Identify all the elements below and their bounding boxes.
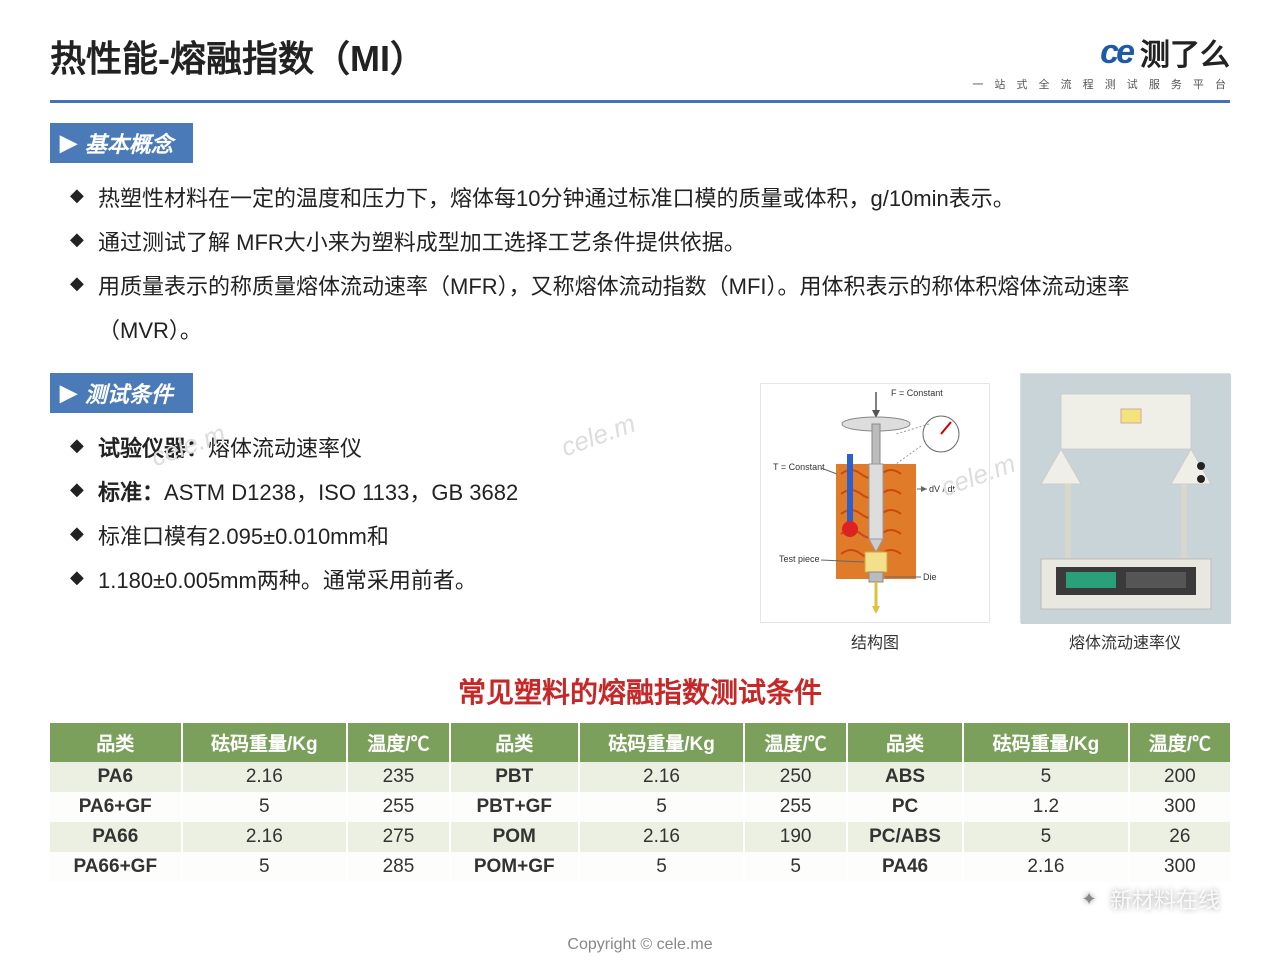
logo-subtitle: 一 站 式 全 流 程 测 试 服 务 平 台 [972, 76, 1230, 92]
table-cell: 5 [744, 852, 847, 882]
bullet: 试验仪器：熔体流动速率仪 [70, 427, 740, 471]
table-cell: 200 [1129, 762, 1230, 792]
table-cell: 2.16 [579, 822, 745, 852]
footer-copyright: Copyright © cele.me [0, 936, 1280, 954]
table-header-cell: 砝码重量/Kg [579, 723, 745, 762]
diagram-label-right: dV / dt [929, 484, 956, 494]
conditions-table: 品类砝码重量/Kg温度/℃品类砝码重量/Kg温度/℃品类砝码重量/Kg温度/℃ … [50, 723, 1230, 882]
table-cell: 190 [744, 822, 847, 852]
table-cell: ABS [847, 762, 963, 792]
diagram-label-left: T = Constant [773, 462, 825, 472]
triangle-icon: ▶ [60, 130, 77, 156]
table-header-cell: 温度/℃ [744, 723, 847, 762]
table-row: PA66+GF5285POM+GF55PA462.16300 [50, 852, 1230, 882]
diagram-caption: 结构图 [760, 629, 990, 653]
table-row: PA662.16275POM2.16190PC/ABS526 [50, 822, 1230, 852]
table-cell: POM+GF [450, 852, 579, 882]
table-cell: PC/ABS [847, 822, 963, 852]
table-cell: PBT [450, 762, 579, 792]
bullet: 通过测试了解 MFR大小来为塑料成型加工选择工艺条件提供依据。 [70, 221, 1230, 265]
table-cell: 5 [579, 792, 745, 822]
wechat-icon: ✦ [1074, 884, 1104, 914]
table-cell: 255 [347, 792, 450, 822]
bullet: 标准口模有2.095±0.010mm和 [70, 515, 740, 559]
diagram-label-sample: Test piece [779, 554, 820, 564]
table-cell: PA6+GF [50, 792, 182, 822]
table-header-cell: 品类 [847, 723, 963, 762]
photo-caption: 熔体流动速率仪 [1020, 629, 1230, 653]
bullet: 热塑性材料在一定的温度和压力下，熔体每10分钟通过标准口模的质量或体积，g/10… [70, 177, 1230, 221]
section2-tag: ▶ 测试条件 [50, 373, 193, 413]
logo-mark: ce [1100, 33, 1132, 72]
table-cell: 5 [963, 822, 1129, 852]
page-title: 热性能-熔融指数（MI） [50, 30, 426, 82]
table-header-row: 品类砝码重量/Kg温度/℃品类砝码重量/Kg温度/℃品类砝码重量/Kg温度/℃ [50, 723, 1230, 762]
table-cell: 2.16 [182, 822, 348, 852]
table-cell: 5 [579, 852, 745, 882]
table-header-cell: 砝码重量/Kg [963, 723, 1129, 762]
diagram-label-top: F = Constant [891, 388, 943, 398]
structure-diagram: F = Constant [760, 383, 990, 653]
table-cell: PA46 [847, 852, 963, 882]
table-header-cell: 温度/℃ [347, 723, 450, 762]
table-body: PA62.16235PBT2.16250ABS5200PA6+GF5255PBT… [50, 762, 1230, 882]
logo-text: 测了么 [1140, 30, 1230, 74]
table-cell: 2.16 [963, 852, 1129, 882]
figures: F = Constant [760, 373, 1230, 653]
table-cell: 300 [1129, 792, 1230, 822]
bullet: 用质量表示的称质量熔体流动速率（MFR），又称熔体流动指数（MFI）。用体积表示… [70, 265, 1230, 353]
table-cell: 5 [963, 762, 1129, 792]
table-cell: 2.16 [182, 762, 348, 792]
table-cell: 235 [347, 762, 450, 792]
watermark-bottom: ✦ 新材料在线 [1074, 883, 1220, 915]
table-cell: PA66 [50, 822, 182, 852]
table-cell: 275 [347, 822, 450, 852]
triangle-icon: ▶ [60, 380, 77, 406]
table-cell: 255 [744, 792, 847, 822]
section1-tag: ▶ 基本概念 [50, 123, 193, 163]
table-header-cell: 温度/℃ [1129, 723, 1230, 762]
instrument-photo: 熔体流动速率仪 [1020, 373, 1230, 653]
brand-logo: ce 测了么 一 站 式 全 流 程 测 试 服 务 平 台 [972, 30, 1230, 92]
page-header: 热性能-熔融指数（MI） ce 测了么 一 站 式 全 流 程 测 试 服 务 … [50, 30, 1230, 103]
table-header-cell: 砝码重量/Kg [182, 723, 348, 762]
table-cell: 5 [182, 792, 348, 822]
table-cell: 2.16 [579, 762, 745, 792]
section2-label: 测试条件 [85, 377, 173, 409]
section2-bullets: 试验仪器：熔体流动速率仪 标准：ASTM D1238，ISO 1133，GB 3… [70, 427, 740, 603]
section1-label: 基本概念 [85, 127, 173, 159]
table-cell: 1.2 [963, 792, 1129, 822]
table-cell: 26 [1129, 822, 1230, 852]
table-cell: 285 [347, 852, 450, 882]
bullet: 标准：ASTM D1238，ISO 1133，GB 3682 [70, 471, 740, 515]
table-cell: 5 [182, 852, 348, 882]
table-cell: 250 [744, 762, 847, 792]
table-header-cell: 品类 [50, 723, 182, 762]
diagram-label-die: Die [923, 572, 937, 582]
section1-bullets: 热塑性材料在一定的温度和压力下，熔体每10分钟通过标准口模的质量或体积，g/10… [70, 177, 1230, 353]
table-header-cell: 品类 [450, 723, 579, 762]
table-cell: PA6 [50, 762, 182, 792]
table-title: 常见塑料的熔融指数测试条件 [50, 671, 1230, 711]
bullet: 1.180±0.005mm两种。通常采用前者。 [70, 559, 740, 603]
table-cell: POM [450, 822, 579, 852]
table-cell: PC [847, 792, 963, 822]
table-row: PA62.16235PBT2.16250ABS5200 [50, 762, 1230, 792]
table-row: PA6+GF5255PBT+GF5255PC1.2300 [50, 792, 1230, 822]
table-cell: 300 [1129, 852, 1230, 882]
table-cell: PBT+GF [450, 792, 579, 822]
table-cell: PA66+GF [50, 852, 182, 882]
